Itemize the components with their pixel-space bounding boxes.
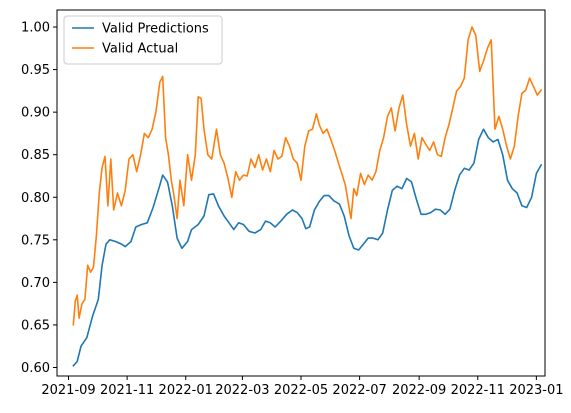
legend-label: Valid Actual	[102, 42, 178, 57]
x-tick-label: 2021-09	[41, 383, 95, 398]
legend: Valid Predictions Valid Actual	[63, 15, 223, 65]
plot-area	[56, 9, 546, 377]
y-tick-label: 1.00	[21, 21, 50, 36]
x-tick-label: 2022-05	[274, 383, 328, 398]
x-tick-label: 2023-01	[509, 383, 563, 398]
x-tick-label: 2022-11	[451, 383, 505, 398]
y-axis: 0.60 0.65 0.70 0.75 0.80 0.85 0.90 0.95 1.00	[21, 21, 57, 376]
series-line-valid-actual	[72, 26, 542, 326]
legend-box	[63, 15, 223, 65]
legend-label: Valid Predictions	[102, 22, 209, 37]
y-tick-label: 0.60	[21, 361, 50, 376]
x-tick-label: 2022-03	[215, 383, 269, 398]
x-tick-label: 2021-11	[100, 383, 154, 398]
x-tick-label: 2022-01	[159, 383, 213, 398]
y-tick-label: 0.80	[21, 191, 50, 206]
x-tick-label: 2022-07	[332, 383, 386, 398]
x-axis: 2021-09 2021-11 2022-01 2022-03 2022-05 2022-…	[41, 376, 564, 398]
series-line-valid-predictions	[72, 128, 542, 367]
y-tick-label: 0.75	[21, 233, 50, 248]
y-tick-label: 0.85	[21, 148, 50, 163]
y-tick-label: 0.90	[21, 106, 50, 121]
series-layer	[72, 26, 542, 367]
x-tick-label: 2022-09	[392, 383, 446, 398]
y-tick-label: 0.95	[21, 63, 50, 78]
y-tick-label: 0.70	[21, 276, 50, 291]
y-tick-label: 0.65	[21, 318, 50, 333]
